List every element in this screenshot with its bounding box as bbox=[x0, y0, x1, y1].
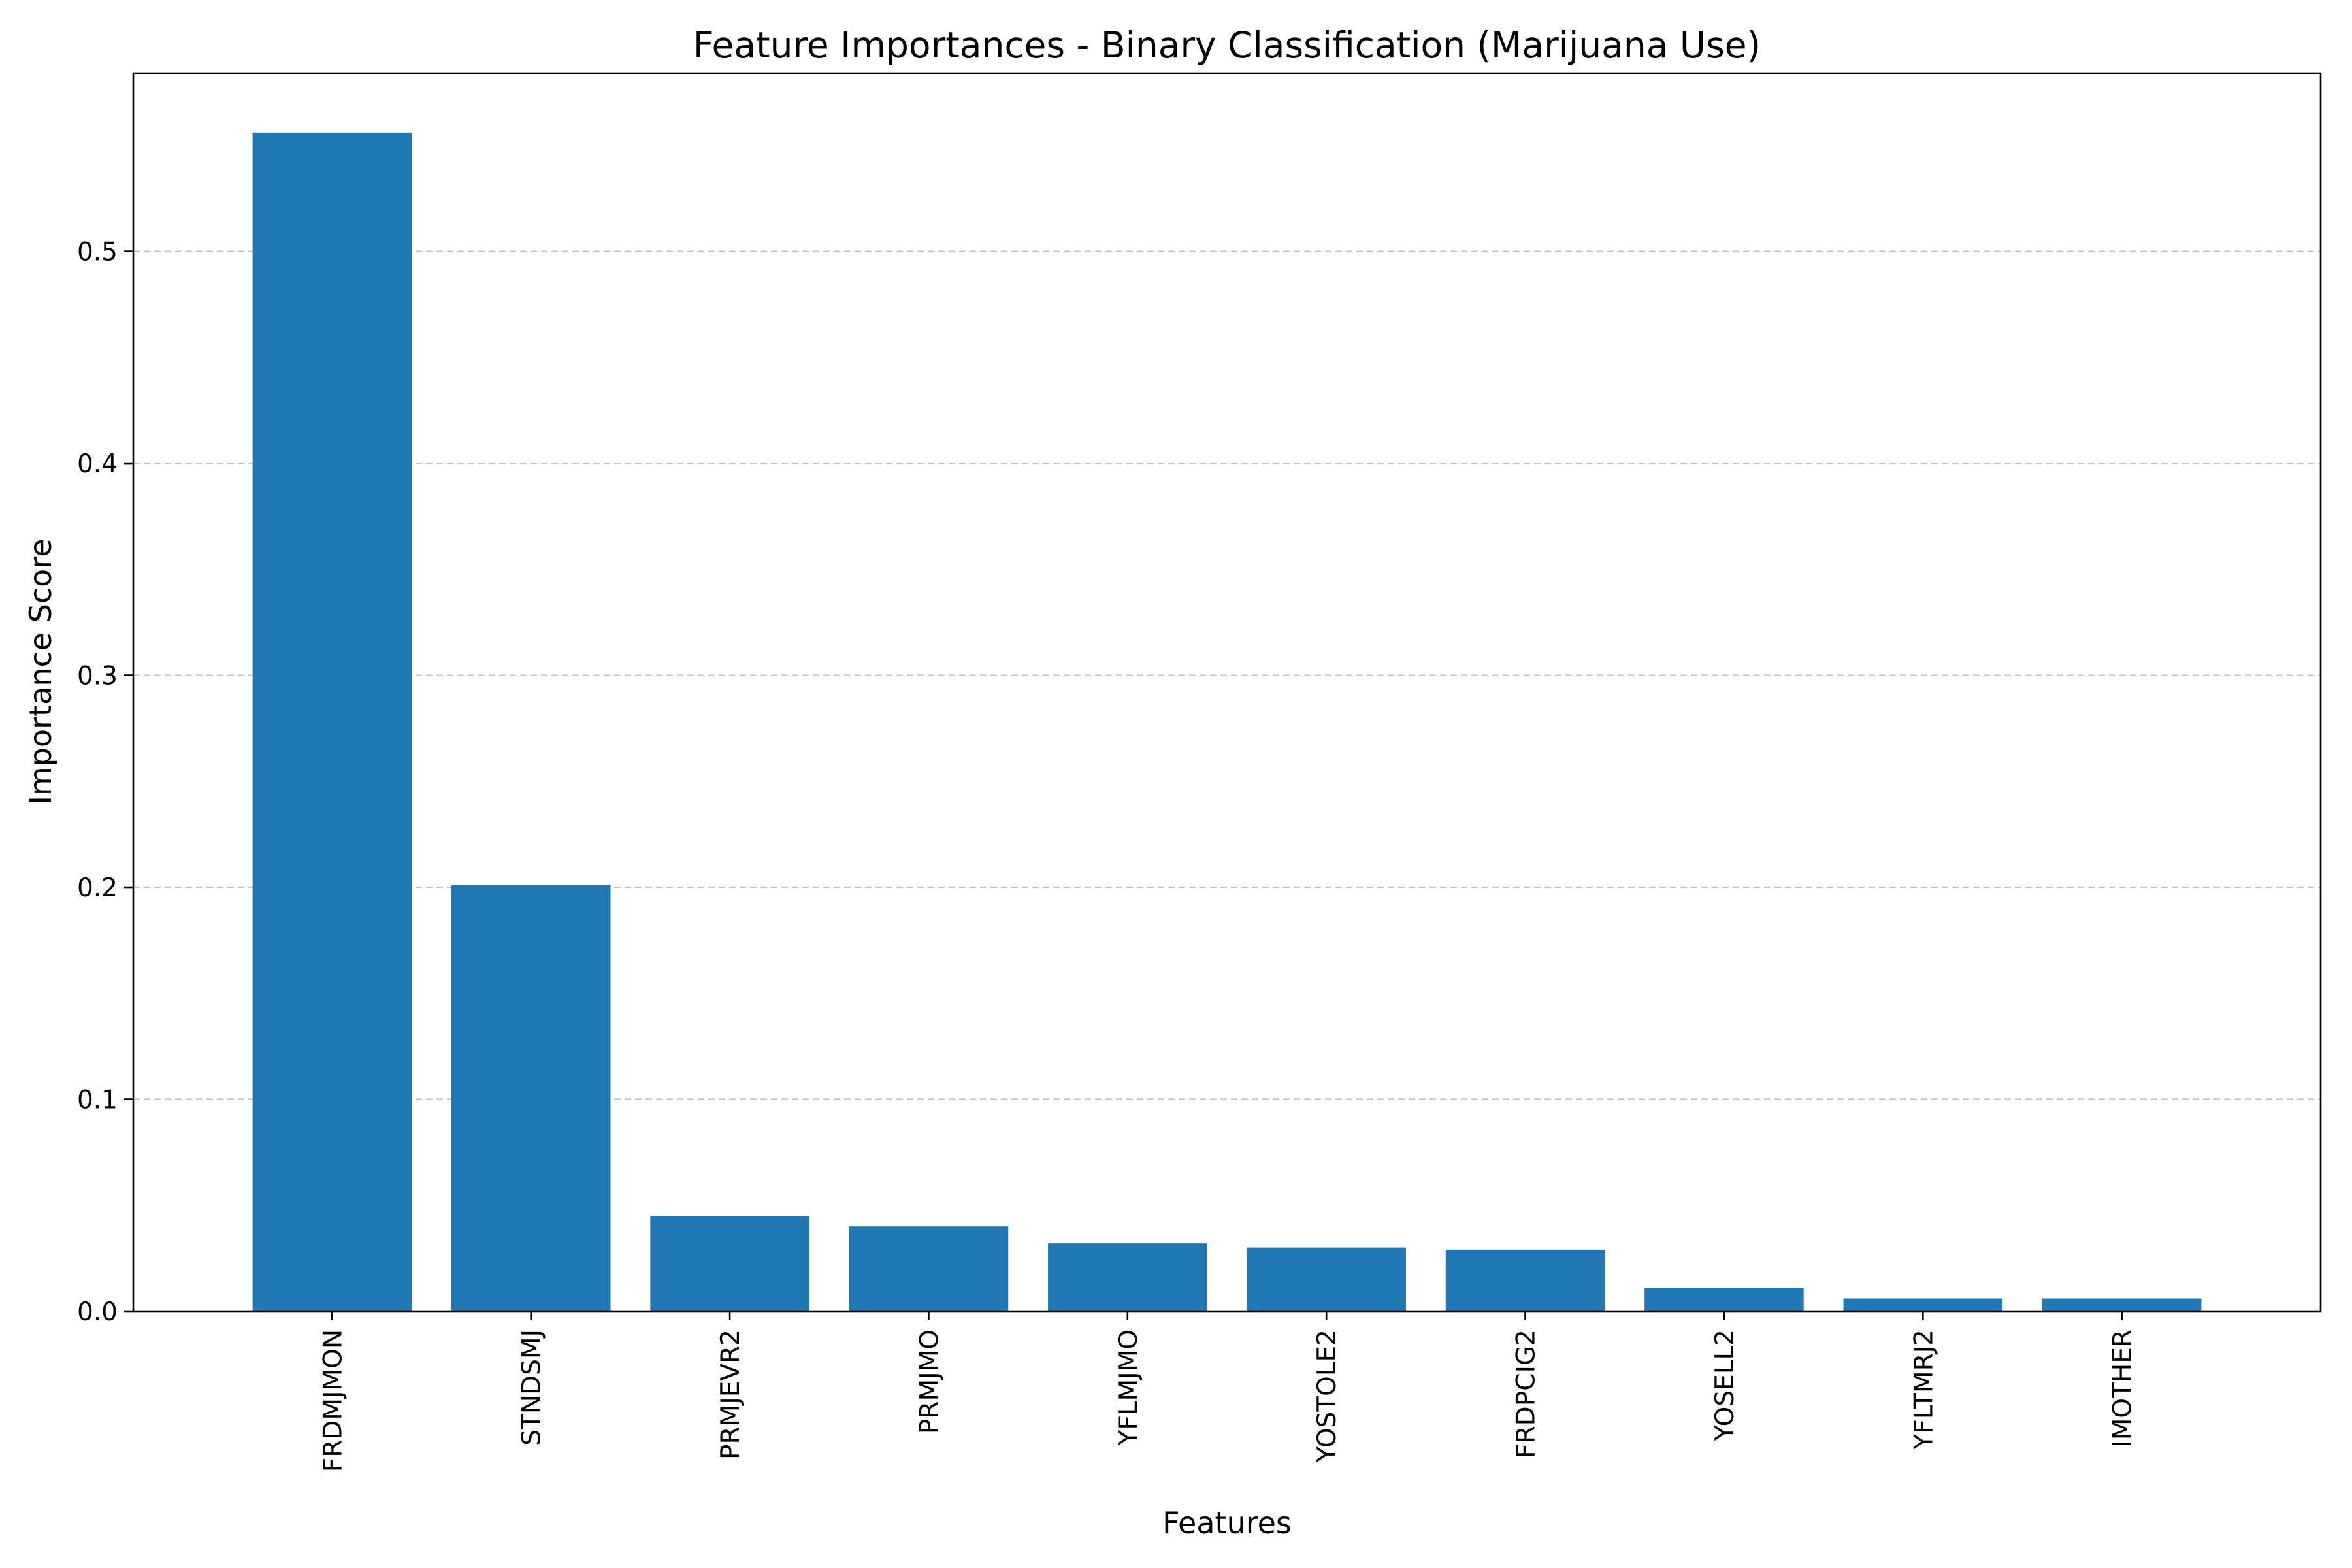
bar-frdmjmon bbox=[252, 132, 412, 1311]
x-tick-label: PRMJMO bbox=[915, 1330, 944, 1434]
y-tick-label: 0.2 bbox=[77, 874, 118, 903]
grid-layer bbox=[133, 250, 2321, 1100]
plot-frame bbox=[132, 72, 2322, 1313]
x-axis-label: Features bbox=[1162, 1505, 1292, 1541]
y-tick-label: 0.0 bbox=[77, 1298, 118, 1327]
bar-stndsmj bbox=[451, 885, 611, 1311]
x-tick-label: IMOTHER bbox=[2108, 1330, 2138, 1448]
y-tick-label: 0.3 bbox=[77, 662, 118, 691]
bar-yfltmrj2 bbox=[1843, 1298, 2003, 1311]
x-tick-label: FRDPCIG2 bbox=[1512, 1330, 1541, 1458]
x-tick-label: YOSELL2 bbox=[1710, 1330, 1740, 1441]
y-tick-label: 0.5 bbox=[77, 238, 118, 267]
bar-layer bbox=[252, 132, 2202, 1311]
bar-yflmjmo bbox=[1048, 1243, 1207, 1311]
chart-title: Feature Importances - Binary Classificat… bbox=[693, 24, 1761, 66]
bar-prmjmo bbox=[849, 1226, 1009, 1311]
x-tick-label: STNDSMJ bbox=[517, 1330, 547, 1446]
y-axis-label: Importance Score bbox=[23, 538, 58, 804]
bar-frdpcig2 bbox=[1445, 1249, 1605, 1311]
bar-yosell2 bbox=[1644, 1288, 1804, 1311]
x-tick-label: YOSTOLE2 bbox=[1313, 1330, 1342, 1463]
x-tick-label: PRMJEVR2 bbox=[716, 1330, 745, 1460]
x-tick-label: YFLMJMO bbox=[1114, 1330, 1143, 1446]
axis-layer: 0.0 0.1 0.2 0.3 0.4 0.5 FRDMJMON STNDSMJ PRMJEVR… bbox=[77, 72, 2322, 1472]
x-tick-label: YFLTMRJ2 bbox=[1909, 1330, 1938, 1450]
y-tick-label: 0.4 bbox=[77, 449, 118, 479]
x-tick-label: FRDMJMON bbox=[318, 1330, 348, 1472]
bar-yostole2 bbox=[1247, 1247, 1406, 1311]
bar-prmjevr2 bbox=[650, 1215, 809, 1311]
bar-imother bbox=[2042, 1298, 2202, 1311]
y-tick-label: 0.1 bbox=[77, 1086, 118, 1115]
